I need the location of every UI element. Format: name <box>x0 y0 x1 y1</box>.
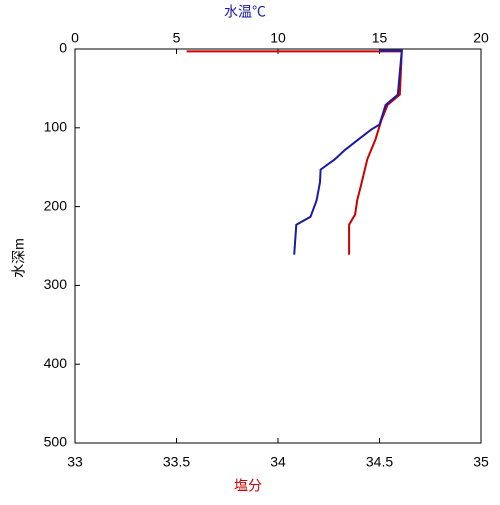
y-tick-label: 300 <box>44 276 68 292</box>
y-axis-label: 水深m <box>11 238 27 278</box>
plot-frame <box>74 48 482 444</box>
y-tick-label: 0 <box>59 40 67 56</box>
x2-axis-label: 水温℃ <box>224 4 266 20</box>
x-axis-label: 塩分 <box>234 478 262 494</box>
x2-tick-label: 0 <box>71 30 79 46</box>
y-tick-label: 400 <box>44 355 68 371</box>
x-tick-label: 34 <box>270 454 286 470</box>
profile-line <box>186 50 403 255</box>
x2-tick-label: 15 <box>372 30 388 46</box>
x-tick-label: 33.5 <box>163 454 190 470</box>
x2-tick-label: 5 <box>173 30 181 46</box>
x-tick-label: 33 <box>67 454 83 470</box>
x2-tick-label: 20 <box>473 30 489 46</box>
x-tick-label: 35 <box>473 454 489 470</box>
profile-line <box>293 49 403 255</box>
y-tick-label: 100 <box>44 119 68 135</box>
x2-tick-label: 10 <box>270 30 286 46</box>
x-tick-label: 34.5 <box>366 454 393 470</box>
y-tick-label: 200 <box>44 197 68 213</box>
y-tick-label: 500 <box>44 434 68 450</box>
